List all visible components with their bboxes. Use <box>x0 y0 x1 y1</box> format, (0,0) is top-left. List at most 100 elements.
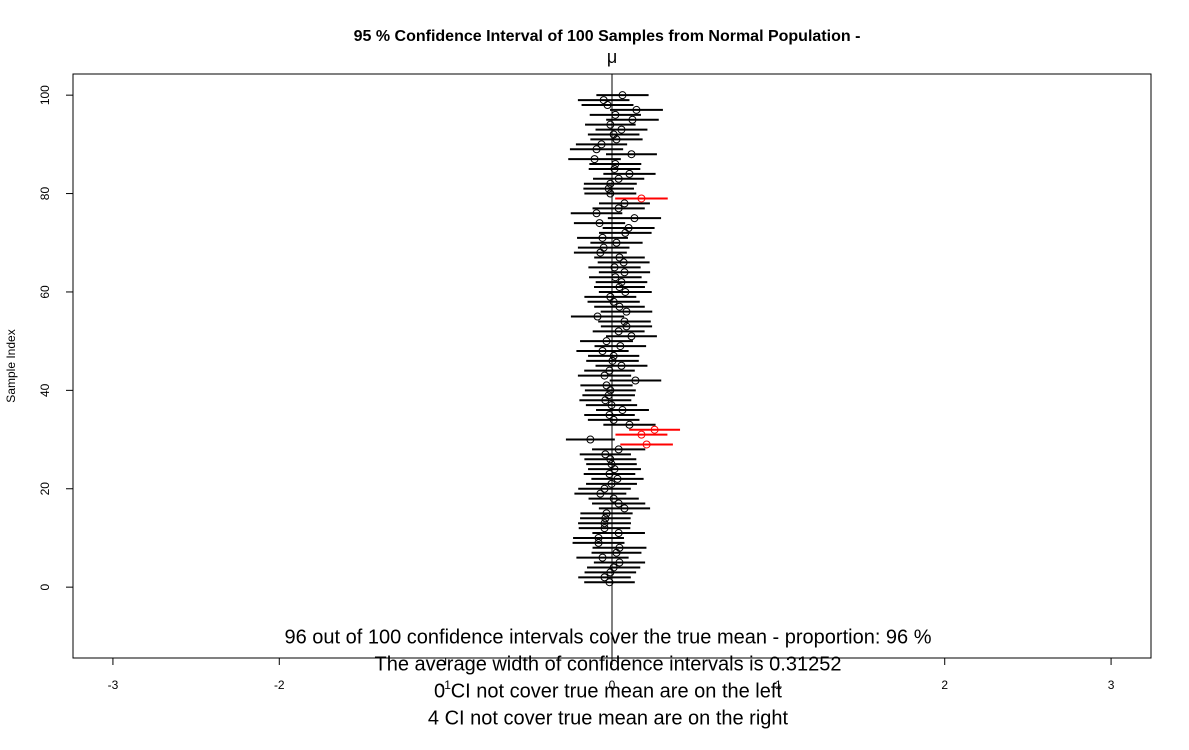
sample-mean <box>622 307 631 316</box>
sample-mean <box>611 273 620 282</box>
sample-mean <box>600 519 609 528</box>
x-tick-label: 2 <box>941 678 948 692</box>
sample-mean <box>586 435 595 444</box>
sample-mean <box>632 105 641 114</box>
sample-mean <box>605 469 614 478</box>
sample-mean <box>637 194 646 203</box>
y-tick-label: 60 <box>38 285 52 299</box>
sample-mean <box>606 189 615 198</box>
sample-mean <box>614 204 623 213</box>
x-tick-label: -3 <box>108 678 119 692</box>
sample-mean <box>606 179 615 188</box>
sample-mean <box>606 120 615 129</box>
sample-mean <box>620 504 629 513</box>
sample-mean <box>627 150 636 159</box>
sample-mean <box>595 219 604 228</box>
sample-mean <box>630 214 639 223</box>
sample-mean <box>592 145 601 154</box>
sample-mean <box>602 509 611 518</box>
sample-mean <box>592 209 601 218</box>
x-tick-label: -1 <box>440 678 451 692</box>
sample-mean <box>597 140 606 149</box>
y-tick-label: 0 <box>38 583 52 590</box>
x-tick-label: -2 <box>274 678 285 692</box>
y-tick-label: 40 <box>38 383 52 397</box>
sample-mean <box>598 233 607 242</box>
sample-mean <box>598 553 607 562</box>
sample-mean <box>615 253 624 262</box>
sample-mean <box>594 533 603 542</box>
sample-mean <box>617 125 626 134</box>
annotation: 4 CI not cover true mean are on the righ… <box>428 707 789 729</box>
sample-mean <box>620 199 629 208</box>
sample-mean <box>605 366 614 375</box>
sample-mean <box>617 361 626 370</box>
sample-mean <box>601 514 610 523</box>
annotation: The average width of confidence interval… <box>375 653 842 675</box>
sample-mean <box>618 91 627 100</box>
sample-mean <box>618 406 627 415</box>
chart-subtitle: μ <box>607 47 617 67</box>
sample-mean <box>622 322 631 331</box>
sample-mean <box>624 223 633 232</box>
y-tick-label: 20 <box>38 482 52 496</box>
sample-mean <box>611 110 620 119</box>
sample-mean <box>599 96 608 105</box>
sample-mean <box>609 494 618 503</box>
sample-mean <box>650 425 659 434</box>
sample-mean <box>600 371 609 380</box>
sample-mean <box>601 450 610 459</box>
sample-mean <box>627 332 636 341</box>
sample-mean <box>609 351 618 360</box>
annotation: 0 CI not cover true mean are on the left <box>434 680 782 702</box>
sample-mean <box>605 410 614 419</box>
sample-mean <box>608 356 617 365</box>
sample-mean <box>610 263 619 272</box>
sample-mean <box>614 327 623 336</box>
sample-mean <box>620 317 629 326</box>
sample-mean <box>596 489 605 498</box>
sample-mean <box>606 292 615 301</box>
sample-mean <box>590 155 599 164</box>
sample-mean <box>607 401 616 410</box>
sample-mean <box>600 484 609 493</box>
sample-mean <box>610 164 619 173</box>
y-tick-label: 100 <box>38 85 52 105</box>
y-axis-label: Sample Index <box>4 329 18 402</box>
sample-mean <box>607 479 616 488</box>
x-tick-label: 0 <box>609 678 616 692</box>
sample-mean <box>594 538 603 547</box>
sample-mean <box>642 440 651 449</box>
sample-mean <box>621 287 630 296</box>
sample-mean <box>615 302 624 311</box>
sample-mean <box>609 130 618 139</box>
sample-mean <box>604 391 613 400</box>
sample-mean <box>612 238 621 247</box>
sample-mean <box>615 283 624 292</box>
sample-mean <box>599 243 608 252</box>
sample-mean <box>614 499 623 508</box>
x-tick-label: 3 <box>1108 678 1115 692</box>
sample-mean <box>602 381 611 390</box>
sample-mean <box>625 420 634 429</box>
sample-mean <box>615 543 624 552</box>
sample-mean <box>600 524 609 533</box>
sample-mean <box>619 258 628 267</box>
sample-mean <box>628 115 637 124</box>
x-tick-label: 1 <box>775 678 782 692</box>
chart-title: 95 % Confidence Interval of 100 Samples … <box>354 28 861 45</box>
sample-mean <box>607 460 616 469</box>
sample-mean <box>637 430 646 439</box>
sample-mean <box>605 578 614 587</box>
sample-mean <box>603 100 612 109</box>
sample-mean <box>604 184 613 193</box>
sample-mean <box>615 558 624 567</box>
sample-mean <box>614 529 623 538</box>
sample-mean <box>602 337 611 346</box>
sample-mean <box>609 563 618 572</box>
sample-mean <box>609 415 618 424</box>
sample-mean <box>600 573 609 582</box>
sample-mean <box>593 312 602 321</box>
